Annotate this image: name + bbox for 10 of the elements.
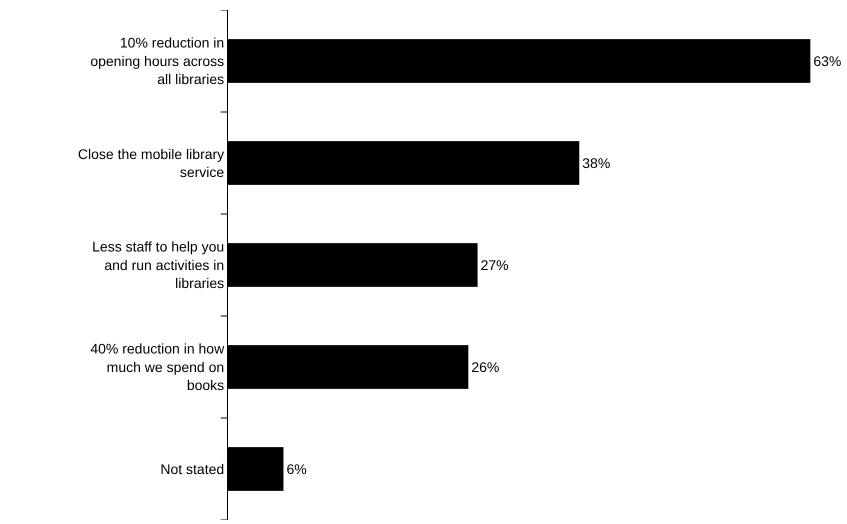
y-tick-label: 40% reduction in how much we spend on books <box>90 340 226 394</box>
data-label: 27% <box>480 257 509 273</box>
y-tick-label: Less staff to help you and run activities in libraries <box>92 238 224 292</box>
data-label: 38% <box>582 155 610 171</box>
y-tick-label: Not stated <box>160 460 224 477</box>
data-label: 6% <box>286 461 307 477</box>
y-tick-label: Close the mobile library service <box>78 146 224 180</box>
data-label: 63% <box>813 53 842 69</box>
data-label: 26% <box>471 359 500 375</box>
y-tick-label: 10% reduction in opening hours across all libraries <box>90 34 224 88</box>
